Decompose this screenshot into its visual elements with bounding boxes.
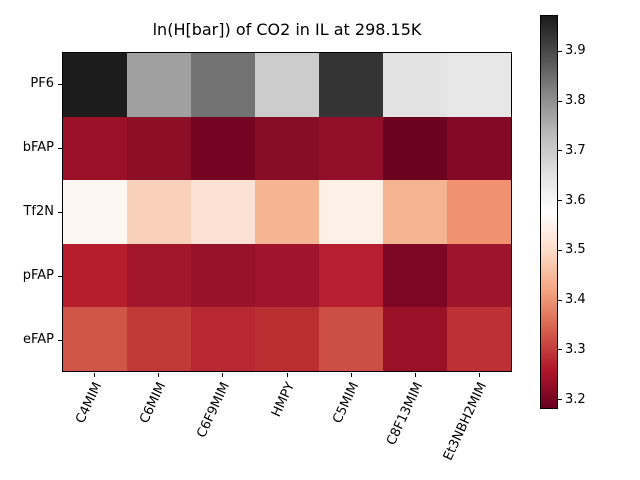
heatmap-cell-tf2n-c4mim [63,180,127,244]
xtick-label-c5mim: C5MIM [329,380,362,426]
heatmap-cell-pfap-c6f9mim [191,243,255,308]
xtick-label-c6mim: C6MIM [137,380,170,426]
heatmap-plot-area [62,52,512,372]
xtick-c6mim [157,372,159,377]
xtick-label-c4mim: C4MIM [72,380,105,426]
heatmap-cell-bfap-c4mim [63,116,127,181]
colorbar-tick-3.8 [558,100,562,102]
heatmap-cell-pfap-et3nbh2mim [447,243,511,308]
colorbar-tick-label-3.3: 3.3 [565,341,586,357]
colorbar-tick-label-3.8: 3.8 [565,93,586,109]
ytick-pfap [57,275,62,277]
heatmap-cell-pfap-c4mim [63,243,127,308]
ytick-tf2n [57,211,62,213]
colorbar-tick-3.4 [558,299,562,301]
ytick-label-pf6: PF6 [30,76,54,91]
heatmap-cell-pf6-et3nbh2mim [447,53,511,117]
heatmap-cell-efap-et3nbh2mim [447,307,511,371]
heatmap-cell-pf6-c5mim [319,53,383,117]
heatmap-cell-tf2n-c6mim [127,180,191,244]
ytick-label-bfap: bFAP [22,140,54,155]
xtick-label-et3nbh2mim: Et3NBH2MIM [441,380,491,463]
colorbar-tick-label-3.7: 3.7 [565,142,586,158]
colorbar-tick-3.9 [558,50,562,52]
xtick-label-c8f13mim: C8F13MIM [383,380,427,448]
heatmap-cell-bfap-c5mim [319,116,383,181]
colorbar-tick-label-3.2: 3.2 [565,391,586,407]
colorbar-tick-label-3.9: 3.9 [565,43,586,59]
heatmap-cell-pf6-c6mim [127,53,191,117]
heatmap-cell-efap-c8f13mim [383,307,447,371]
heatmap-cell-tf2n-c8f13mim [383,180,447,244]
xtick-label-hmpy: HMPY [268,380,298,420]
heatmap-cell-efap-c4mim [63,307,127,371]
ytick-label-tf2n: Tf2N [23,204,54,219]
xtick-c6f9mim [222,372,224,377]
heatmap-cell-pfap-c6mim [127,243,191,308]
colorbar [540,15,558,409]
heatmap-cell-tf2n-c6f9mim [191,180,255,244]
ytick-label-pfap: pFAP [22,268,54,283]
heatmap-cell-bfap-c8f13mim [383,116,447,181]
ytick-efap [57,339,62,341]
heatmap-cell-bfap-et3nbh2mim [447,116,511,181]
heatmap-cell-pf6-c6f9mim [191,53,255,117]
colorbar-tick-label-3.4: 3.4 [565,292,586,308]
heatmap-cell-efap-c5mim [319,307,383,371]
ytick-pf6 [57,83,62,85]
ytick-bfap [57,147,62,149]
xtick-c4mim [93,372,95,377]
xtick-c5mim [350,372,352,377]
heatmap-cell-tf2n-hmpy [255,180,319,244]
xtick-et3nbh2mim [479,372,481,377]
heatmap-cell-bfap-c6f9mim [191,116,255,181]
heatmap-cell-pf6-hmpy [255,53,319,117]
heatmap-cell-pfap-hmpy [255,243,319,308]
heatmap-cell-bfap-c6mim [127,116,191,181]
colorbar-tick-label-3.6: 3.6 [565,192,586,208]
heatmap-cell-pf6-c8f13mim [383,53,447,117]
heatmap-cell-efap-c6f9mim [191,307,255,371]
colorbar-tick-3.5 [558,249,562,251]
colorbar-tick-3.7 [558,150,562,152]
heatmap-cell-efap-c6mim [127,307,191,371]
xtick-hmpy [286,372,288,377]
colorbar-tick-3.2 [558,399,562,401]
heatmap-cell-pfap-c5mim [319,243,383,308]
colorbar-tick-label-3.5: 3.5 [565,242,586,258]
ytick-label-efap: eFAP [22,332,54,347]
chart-title: ln(H[bar]) of CO2 in IL at 298.15K [152,20,422,39]
xtick-label-c6f9mim: C6F9MIM [194,380,234,441]
xtick-c8f13mim [415,372,417,377]
colorbar-tick-3.3 [558,349,562,351]
heatmap-cell-tf2n-et3nbh2mim [447,180,511,244]
heatmap-cell-tf2n-c5mim [319,180,383,244]
colorbar-tick-3.6 [558,200,562,202]
heatmap-cell-pf6-c4mim [63,53,127,117]
heatmap-cell-efap-hmpy [255,307,319,371]
heatmap-cell-bfap-hmpy [255,116,319,181]
heatmap-cell-pfap-c8f13mim [383,243,447,308]
